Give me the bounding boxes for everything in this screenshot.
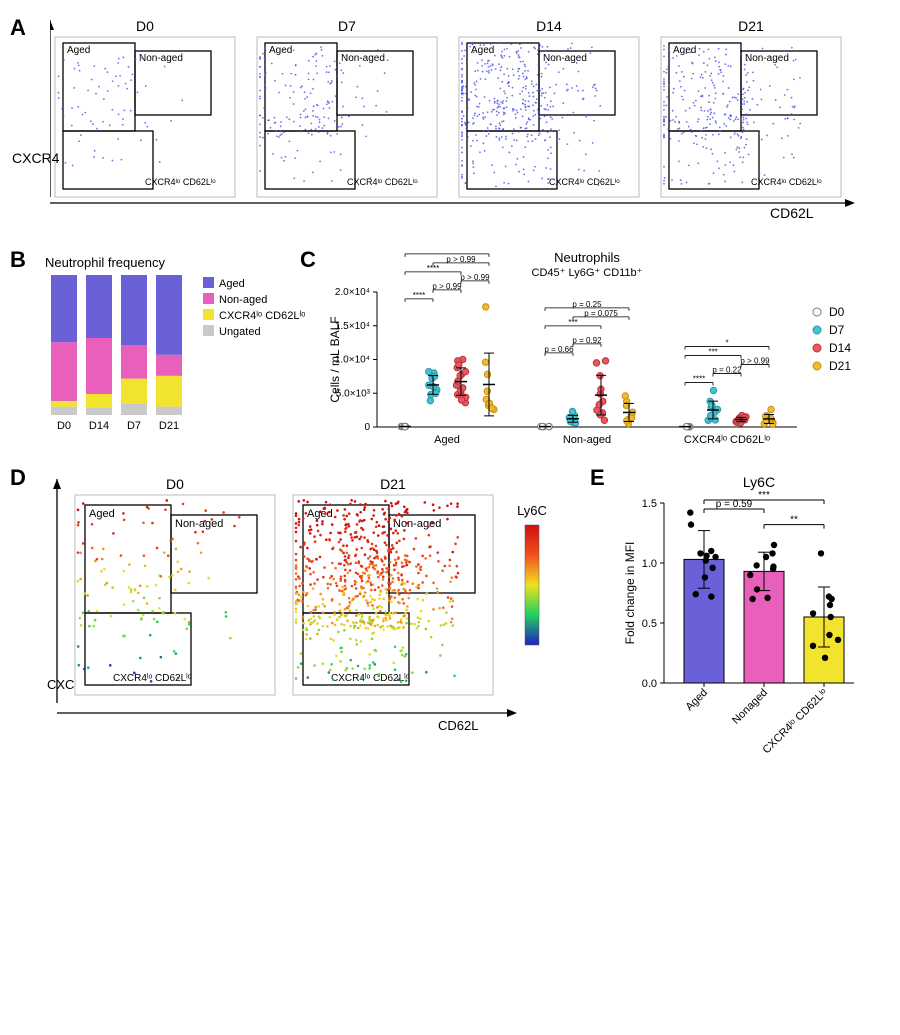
svg-text:D0: D0 xyxy=(829,305,845,319)
svg-text:CD45⁺ Ly6G⁺ CD11b⁺: CD45⁺ Ly6G⁺ CD11b⁺ xyxy=(532,267,643,279)
panelA-xlabel: CD62L xyxy=(770,205,814,221)
svg-text:1.0: 1.0 xyxy=(642,558,657,570)
svg-text:****: **** xyxy=(413,291,425,300)
panelD-svg: CXCR4CD62LD0AgedNon-agedCXCR4ˡᵒ CD62LˡᵒD… xyxy=(45,473,585,753)
svg-text:Non-aged: Non-aged xyxy=(393,518,441,530)
panel-A: D0 Aged Non-aged CXCR4ˡᵒ CD62Lˡᵒ D7 Aged Non-a… xyxy=(50,15,890,225)
svg-text:****: **** xyxy=(693,375,705,384)
svg-text:p = 0.25: p = 0.25 xyxy=(572,300,602,309)
svg-text:Ly6C: Ly6C xyxy=(517,503,547,518)
svg-text:Non-aged: Non-aged xyxy=(341,53,385,64)
panel-label-A: A xyxy=(10,15,26,41)
svg-text:D0: D0 xyxy=(166,476,184,492)
svg-text:CXCR4ˡᵒ CD62Lˡᵒ: CXCR4ˡᵒ CD62Lˡᵒ xyxy=(549,177,620,187)
panel-C: NeutrophilsCD45⁺ Ly6G⁺ CD11b⁺05.0×10³1.0… xyxy=(325,250,885,455)
svg-text:Aged: Aged xyxy=(89,508,115,520)
panel-B: Neutrophil frequency D0 D14 D7 D21 Aged Non-a… xyxy=(45,255,305,445)
svg-text:D0: D0 xyxy=(136,18,154,34)
svg-text:0.5: 0.5 xyxy=(642,618,657,630)
svg-text:Aged: Aged xyxy=(673,45,696,56)
svg-text:CXCR4ˡᵒ CD62Lˡᵒ: CXCR4ˡᵒ CD62Lˡᵒ xyxy=(751,177,822,187)
svg-text:D7: D7 xyxy=(127,420,141,432)
svg-text:***: *** xyxy=(708,348,717,357)
panel-E: Ly6C 0.0 0.5 1.0 1.5 Fold change in MFI Aged No… xyxy=(620,473,890,793)
svg-text:p = 0.66: p = 0.66 xyxy=(544,345,574,354)
svg-text:Non-aged: Non-aged xyxy=(139,53,183,64)
svg-text:Non-aged: Non-aged xyxy=(745,53,789,64)
svg-text:Non-aged: Non-aged xyxy=(543,53,587,64)
svg-text:CXCR4ˡᵒ CD62Lˡᵒ: CXCR4ˡᵒ CD62Lˡᵒ xyxy=(113,673,192,684)
svg-text:Aged: Aged xyxy=(219,278,245,290)
svg-text:Non-aged: Non-aged xyxy=(219,294,267,306)
svg-text:Aged: Aged xyxy=(683,687,710,714)
svg-text:Non-aged: Non-aged xyxy=(563,434,611,446)
svg-text:Ly6C: Ly6C xyxy=(743,474,775,490)
svg-text:CXCR4ˡᵒ CD62Lˡᵒ: CXCR4ˡᵒ CD62Lˡᵒ xyxy=(684,434,770,446)
svg-text:Aged: Aged xyxy=(471,45,494,56)
svg-text:Nonaged: Nonaged xyxy=(730,687,770,727)
svg-text:D14: D14 xyxy=(536,18,562,34)
panel-label-B: B xyxy=(10,247,26,273)
svg-text:0.0: 0.0 xyxy=(642,678,657,690)
svg-text:D7: D7 xyxy=(338,18,356,34)
svg-text:1.5: 1.5 xyxy=(642,498,657,510)
svg-text:Aged: Aged xyxy=(67,45,90,56)
panelB-title: Neutrophil frequency xyxy=(45,255,305,270)
panel-A-svg: D0 Aged Non-aged CXCR4ˡᵒ CD62Lˡᵒ D7 Aged Non-a… xyxy=(50,15,870,225)
svg-text:Aged: Aged xyxy=(269,45,292,56)
svg-text:*: * xyxy=(725,339,728,348)
svg-text:p > 0.99: p > 0.99 xyxy=(460,273,490,282)
svg-text:D21: D21 xyxy=(738,18,764,34)
svg-text:D0: D0 xyxy=(57,420,71,432)
svg-text:p > 0.99: p > 0.99 xyxy=(740,357,770,366)
svg-text:**: ** xyxy=(790,515,798,526)
panelA-ylabel: CXCR4 xyxy=(12,150,59,166)
panel-D: CXCR4CD62LD0AgedNon-agedCXCR4ˡᵒ CD62LˡᵒD… xyxy=(45,473,585,753)
svg-text:CXCR4ˡᵒ CD62Lˡᵒ: CXCR4ˡᵒ CD62Lˡᵒ xyxy=(761,687,831,757)
svg-text:CXCR4ˡᵒ CD62Lˡᵒ: CXCR4ˡᵒ CD62Lˡᵒ xyxy=(145,177,216,187)
svg-text:D14: D14 xyxy=(829,341,851,355)
svg-text:Aged: Aged xyxy=(434,434,460,446)
svg-text:Fold change in MFI: Fold change in MFI xyxy=(623,542,637,645)
svg-text:p = 0.59: p = 0.59 xyxy=(716,499,753,510)
svg-text:2.0×10⁴: 2.0×10⁴ xyxy=(335,287,370,298)
svg-text:CD62L: CD62L xyxy=(438,718,478,733)
svg-text:***: *** xyxy=(758,490,770,501)
svg-text:D21: D21 xyxy=(829,359,851,373)
figure: A D0AgedNon-agedCXCR4ˡᵒ CD62LˡᵒD7AgedNon… xyxy=(10,15,890,1025)
svg-text:p > 0.99: p > 0.99 xyxy=(446,255,476,264)
svg-text:D14: D14 xyxy=(89,420,109,432)
svg-text:Ungated: Ungated xyxy=(219,326,261,338)
svg-text:D21: D21 xyxy=(380,476,406,492)
svg-text:p = 0.22: p = 0.22 xyxy=(712,366,742,375)
panel-label-D: D xyxy=(10,465,26,491)
svg-text:***: *** xyxy=(442,250,451,255)
svg-text:Neutrophils: Neutrophils xyxy=(554,250,620,265)
panelC-svg: NeutrophilsCD45⁺ Ly6G⁺ CD11b⁺05.0×10³1.0… xyxy=(325,250,885,455)
svg-text:p = 0.075: p = 0.075 xyxy=(584,309,618,318)
svg-text:CXCR4ˡᵒ CD62Lˡᵒ: CXCR4ˡᵒ CD62Lˡᵒ xyxy=(347,177,418,187)
svg-text:Non-aged: Non-aged xyxy=(175,518,223,530)
svg-text:D21: D21 xyxy=(159,420,179,432)
panel-label-C: C xyxy=(300,247,316,273)
panelB-svg: D0 D14 D7 D21 Aged Non-aged CXCR4ˡᵒ CD62Lˡᵒ Ung… xyxy=(45,270,305,445)
svg-text:Aged: Aged xyxy=(307,508,333,520)
svg-text:D7: D7 xyxy=(829,323,845,337)
svg-text:0: 0 xyxy=(364,422,370,433)
svg-text:CXCR4ˡᵒ CD62Lˡᵒ: CXCR4ˡᵒ CD62Lˡᵒ xyxy=(219,310,305,322)
svg-text:p > 0.99: p > 0.99 xyxy=(432,282,462,291)
panel-label-E: E xyxy=(590,465,605,491)
svg-text:Cells / mL BALF: Cells / mL BALF xyxy=(328,316,342,402)
svg-text:p = 0.92: p = 0.92 xyxy=(572,336,602,345)
panelE-svg: Ly6C 0.0 0.5 1.0 1.5 Fold change in MFI Aged No… xyxy=(620,473,890,793)
